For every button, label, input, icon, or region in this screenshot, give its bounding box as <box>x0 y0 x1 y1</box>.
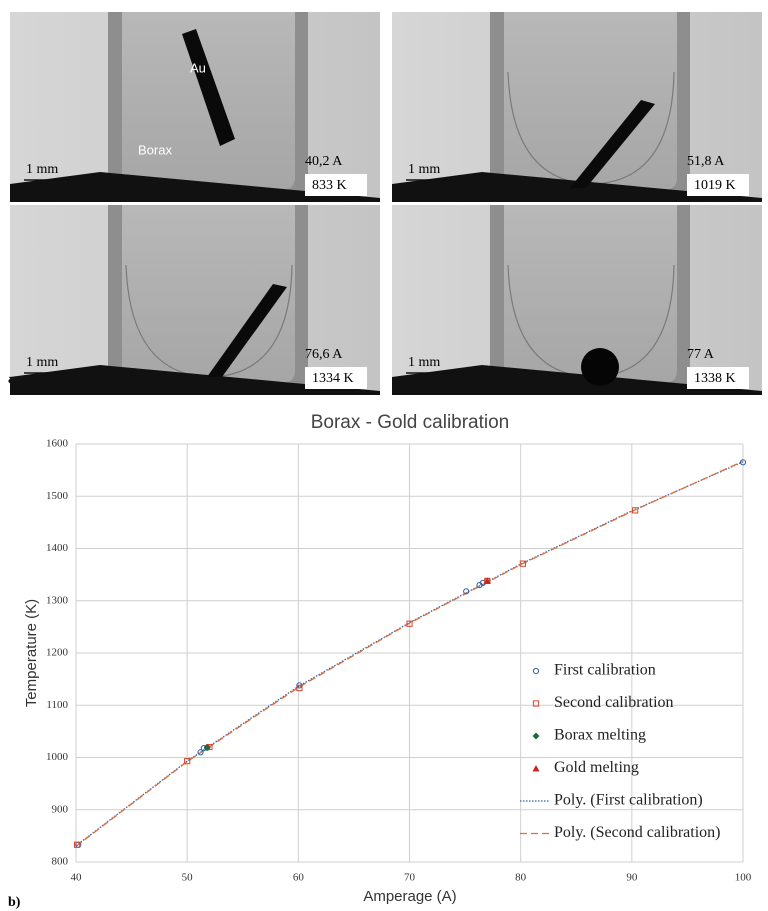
x-tick-label: 90 <box>626 872 638 884</box>
legend-label: Second calibration <box>554 694 674 711</box>
x-tick-label: 60 <box>293 872 305 884</box>
x-tick-label: 100 <box>735 872 752 884</box>
legend-label: Borax melting <box>554 727 646 744</box>
data-point <box>406 620 413 627</box>
scale-label: 1 mm <box>26 355 58 370</box>
scale-label: 1 mm <box>26 162 58 177</box>
temperature-label: 1019 K <box>694 178 736 193</box>
legend-marker <box>532 700 540 707</box>
data-point <box>296 684 303 692</box>
temperature-box <box>305 367 367 389</box>
current-label: 40,2 A <box>305 154 343 169</box>
data-point <box>463 588 470 595</box>
y-axis-title: Temperature (K) <box>23 599 40 707</box>
shadow-wedge <box>10 172 380 202</box>
legend-marker <box>532 765 540 772</box>
y-tick-label: 1200 <box>46 647 69 659</box>
x-tick-label: 50 <box>182 872 194 884</box>
shadow-wedge <box>392 365 762 395</box>
y-tick-label: 900 <box>52 803 69 815</box>
crucible-inside <box>504 12 677 190</box>
legend-marker <box>532 732 540 740</box>
x-tick-label: 70 <box>404 872 416 884</box>
xray-image: 1 mm 40,2 A 833 K Au Borax <box>10 12 380 202</box>
data-point <box>483 577 491 584</box>
y-tick-label: 1300 <box>46 594 69 606</box>
y-tick-label: 1000 <box>46 751 69 763</box>
temperature-label: 833 K <box>312 178 347 193</box>
data-point <box>184 758 191 765</box>
annotation: Au <box>190 60 206 75</box>
y-tick-label: 1600 <box>46 438 69 450</box>
x-tick-label: 80 <box>515 872 527 884</box>
y-tick-label: 1500 <box>46 490 69 502</box>
y-tick-label: 1400 <box>46 542 69 554</box>
crucible-inside <box>122 205 295 383</box>
shadow-wedge <box>10 365 380 395</box>
legend-label: Poly. (First calibration) <box>554 792 703 809</box>
legend-label: First calibration <box>554 662 656 679</box>
gold-sample <box>581 348 619 386</box>
temperature-label: 1334 K <box>312 371 354 386</box>
chart-title: Borax - Gold calibration <box>311 412 510 433</box>
gold-sample <box>182 29 235 146</box>
scale-label: 1 mm <box>408 355 440 370</box>
temperature-box <box>687 174 749 196</box>
legend-marker <box>532 667 540 675</box>
annotation: Borax <box>138 142 172 157</box>
data-point <box>739 459 747 466</box>
legend-label: Gold melting <box>554 759 639 776</box>
y-tick-label: 1100 <box>46 699 68 711</box>
current-label: 76,6 A <box>305 347 343 362</box>
trend-line <box>75 460 744 847</box>
temperature-label: 1338 K <box>694 371 736 386</box>
xray-image: 1 mm 77 A 1338 K <box>392 205 762 395</box>
current-label: 77 A <box>687 347 715 362</box>
crucible-inside <box>504 205 677 383</box>
x-axis-title: Amperage (A) <box>363 888 456 905</box>
figure-label: b) <box>8 895 21 910</box>
temperature-box <box>305 174 367 196</box>
data-point <box>74 841 81 848</box>
data-point <box>519 560 526 567</box>
x-tick-label: 40 <box>71 872 83 884</box>
gold-sample <box>207 284 287 377</box>
xray-image: 1 mm 51,8 A 1019 K <box>392 12 762 202</box>
current-label: 51,8 A <box>687 154 725 169</box>
temperature-box <box>687 367 749 389</box>
scale-label: 1 mm <box>408 162 440 177</box>
legend-label: Poly. (Second calibration) <box>554 824 720 841</box>
data-point <box>632 507 639 514</box>
xray-image: 1 mm 76,6 A 1334 K <box>10 205 380 395</box>
y-tick-label: 800 <box>52 856 69 868</box>
data-point <box>203 744 211 752</box>
data-point <box>197 749 204 756</box>
gold-sample <box>570 100 655 188</box>
